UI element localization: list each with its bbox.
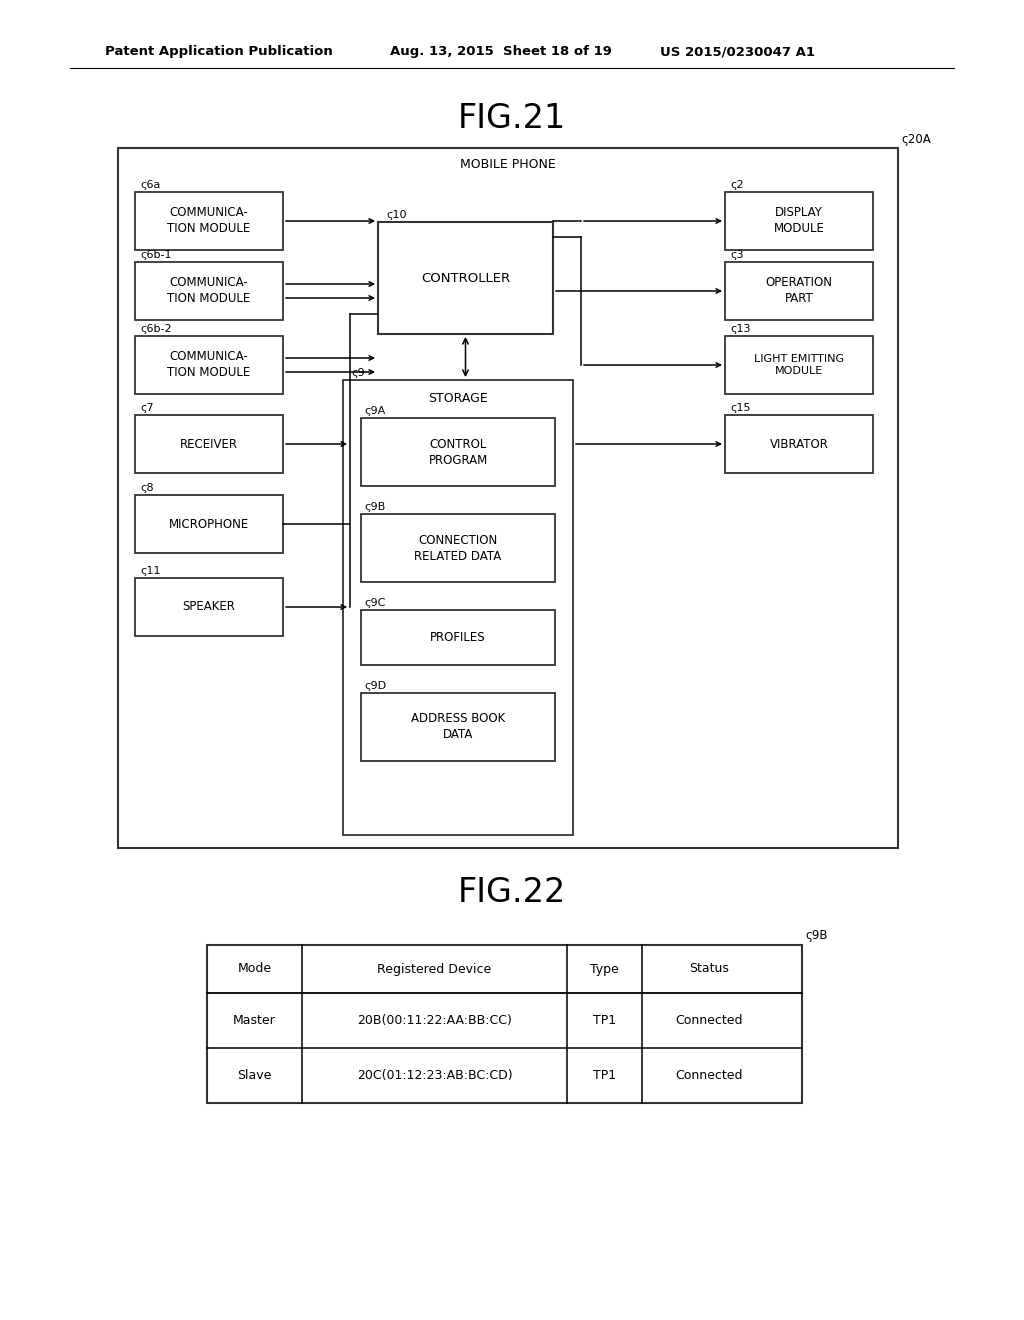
Text: Master: Master [233,1014,275,1027]
Text: MOBILE PHONE: MOBILE PHONE [460,158,556,172]
Bar [725,337,873,393]
Text: ς9: ς9 [351,368,365,378]
Text: 20B(00:11:22:AA:BB:CC): 20B(00:11:22:AA:BB:CC) [357,1014,512,1027]
Text: COMMUNICA-
TION MODULE: COMMUNICA- TION MODULE [167,206,251,235]
Bar [135,414,283,473]
Text: OPERATION
PART: OPERATION PART [766,276,833,305]
Text: Slave: Slave [238,1069,271,1082]
Text: CONTROLLER: CONTROLLER [421,272,510,285]
Text: STORAGE: STORAGE [428,392,487,404]
Text: Type: Type [590,962,618,975]
Text: LIGHT EMITTING
MODULE: LIGHT EMITTING MODULE [754,354,844,376]
Text: CONNECTION
RELATED DATA: CONNECTION RELATED DATA [415,533,502,562]
Text: COMMUNICA-
TION MODULE: COMMUNICA- TION MODULE [167,351,251,380]
Bar [725,414,873,473]
Text: FIG.21: FIG.21 [458,102,566,135]
Text: ς13: ς13 [730,323,751,334]
Text: DISPLAY
MODULE: DISPLAY MODULE [773,206,824,235]
Text: RECEIVER: RECEIVER [180,437,238,450]
Text: 20C(01:12:23:AB:BC:CD): 20C(01:12:23:AB:BC:CD) [356,1069,512,1082]
Text: ς6b-1: ς6b-1 [140,249,171,260]
Text: Connected: Connected [676,1014,743,1027]
Text: Connected: Connected [676,1069,743,1082]
Text: ς11: ς11 [140,566,161,576]
Bar [207,945,802,1104]
Text: ς20A: ς20A [901,133,931,147]
Bar [378,222,553,334]
Text: ς9C: ς9C [364,598,385,609]
Bar [135,337,283,393]
Bar [361,513,555,582]
Text: ς8: ς8 [140,483,154,492]
Text: ς7: ς7 [140,403,154,413]
Text: ς9A: ς9A [364,407,385,416]
Bar [118,148,898,847]
Text: MICROPHONE: MICROPHONE [169,517,249,531]
Text: ς6a: ς6a [140,180,161,190]
Bar [135,191,283,249]
Text: ς10: ς10 [386,210,407,220]
Text: SPEAKER: SPEAKER [182,601,236,614]
Text: ADDRESS BOOK
DATA: ADDRESS BOOK DATA [411,713,505,742]
Text: ς6b-2: ς6b-2 [140,323,172,334]
Bar [361,693,555,762]
Text: FIG.22: FIG.22 [458,875,566,908]
Text: TP1: TP1 [593,1014,616,1027]
Text: ς9B: ς9B [364,502,385,512]
Text: VIBRATOR: VIBRATOR [770,437,828,450]
Bar [725,261,873,319]
Text: ς3: ς3 [730,249,743,260]
Text: Patent Application Publication: Patent Application Publication [105,45,333,58]
Text: COMMUNICA-
TION MODULE: COMMUNICA- TION MODULE [167,276,251,305]
Text: Aug. 13, 2015  Sheet 18 of 19: Aug. 13, 2015 Sheet 18 of 19 [390,45,612,58]
Text: PROFILES: PROFILES [430,631,485,644]
Text: Mode: Mode [238,962,271,975]
Bar [361,610,555,665]
Text: ς2: ς2 [730,180,743,190]
Bar [343,380,573,836]
Text: Registered Device: Registered Device [378,962,492,975]
Text: ς9D: ς9D [364,681,386,690]
Bar [135,495,283,553]
Text: ς15: ς15 [730,403,751,413]
Bar [135,578,283,636]
Text: ς9B: ς9B [805,929,827,942]
Bar [135,261,283,319]
Bar [725,191,873,249]
Text: Status: Status [689,962,729,975]
Text: US 2015/0230047 A1: US 2015/0230047 A1 [660,45,815,58]
Text: CONTROL
PROGRAM: CONTROL PROGRAM [428,437,487,466]
Bar [361,418,555,486]
Text: TP1: TP1 [593,1069,616,1082]
